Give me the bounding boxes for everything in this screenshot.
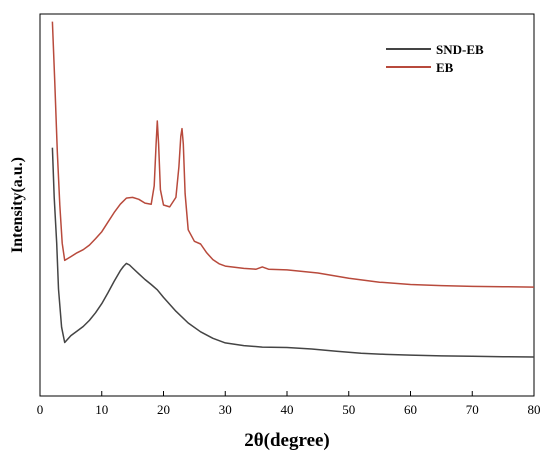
x-ticks: 0 10 20 30 40 50 60 70 80 — [37, 391, 541, 417]
x-tick-label: 70 — [466, 402, 479, 417]
x-tick-label: 80 — [528, 402, 541, 417]
legend-label-eb: EB — [436, 60, 454, 75]
series-layer — [51, 21, 535, 358]
x-tick-label: 20 — [157, 402, 170, 417]
x-axis-title: 2θ(degree) — [244, 430, 330, 451]
x-tick-label: 50 — [342, 402, 355, 417]
x-tick-label: 0 — [37, 402, 44, 417]
x-tick-label: 60 — [404, 402, 417, 417]
x-tick-label: 40 — [281, 402, 294, 417]
series-line-snd-eb — [51, 147, 535, 358]
y-axis-title: Intensity(a.u.) — [9, 157, 26, 253]
x-tick-label: 30 — [219, 402, 232, 417]
legend-label-snd-eb: SND-EB — [436, 42, 484, 57]
x-tick-label: 10 — [95, 402, 108, 417]
plot-frame — [39, 13, 535, 397]
legend: SND-EB EB — [386, 42, 484, 75]
series-line-eb — [51, 21, 535, 288]
